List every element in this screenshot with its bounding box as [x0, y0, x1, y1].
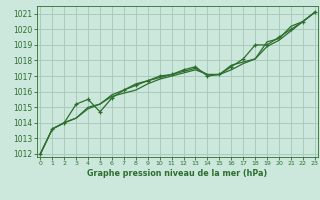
X-axis label: Graphe pression niveau de la mer (hPa): Graphe pression niveau de la mer (hPa): [87, 169, 268, 178]
